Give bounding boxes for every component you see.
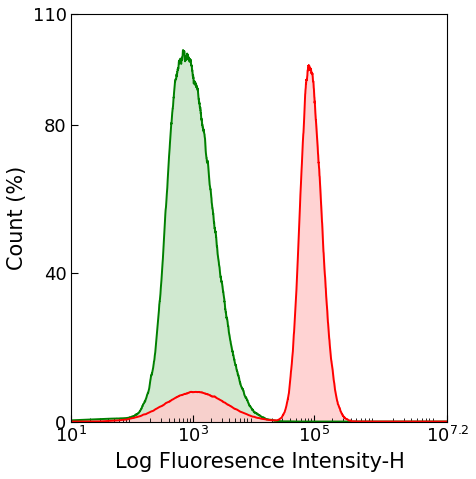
Y-axis label: Count (%): Count (%)	[7, 166, 27, 270]
X-axis label: Log Fluoresence Intensity-H: Log Fluoresence Intensity-H	[115, 452, 404, 472]
